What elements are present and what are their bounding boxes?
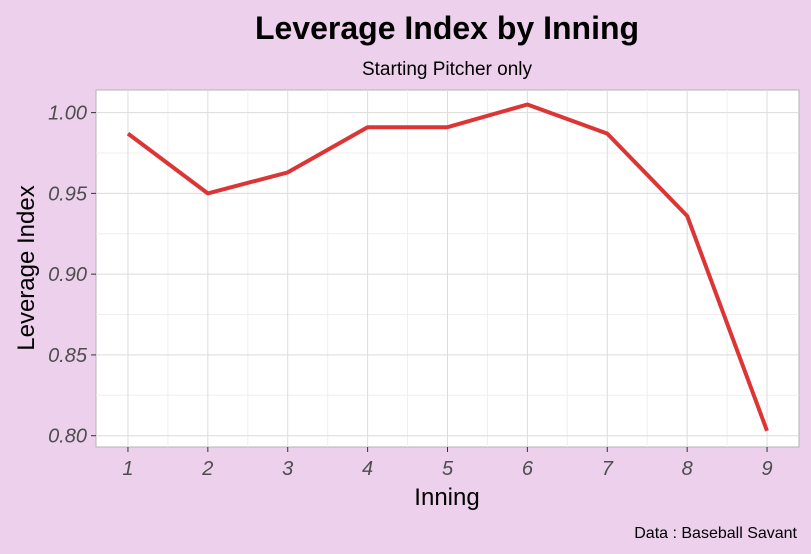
y-tick-label: 0.95 <box>48 183 88 205</box>
y-tick-label: 0.85 <box>48 345 88 367</box>
y-tick-label: 0.80 <box>48 426 87 448</box>
grid-lines <box>96 90 799 447</box>
axis-ticks <box>91 112 768 452</box>
chart-title: Leverage Index by Inning <box>255 10 639 46</box>
x-tick-label: 6 <box>522 458 534 480</box>
y-axis-title: Leverage Index <box>13 185 40 350</box>
x-tick-label: 7 <box>602 458 614 480</box>
x-tick-label: 2 <box>201 458 213 480</box>
series-layer <box>126 102 769 432</box>
x-tick-label: 5 <box>442 458 454 480</box>
series-line-leverage-index <box>126 102 769 432</box>
chart-caption: Data : Baseball Savant <box>634 525 797 542</box>
x-tick-label: 9 <box>761 458 772 480</box>
x-tick-label: 1 <box>122 458 133 480</box>
y-tick-label: 1.00 <box>48 103 87 125</box>
chart-subtitle: Starting Pitcher only <box>362 59 533 80</box>
x-tick-label: 4 <box>362 458 373 480</box>
y-axis-tick-labels: 0.80 0.85 0.90 0.95 1.00 <box>48 103 88 448</box>
x-tick-label: 3 <box>282 458 293 480</box>
x-axis-title: Inning <box>414 484 479 511</box>
plot-area <box>91 89 800 452</box>
x-tick-label: 8 <box>682 458 693 480</box>
y-tick-label: 0.90 <box>48 264 87 286</box>
x-axis-tick-labels: 1 2 3 4 5 6 7 8 9 <box>122 458 772 480</box>
